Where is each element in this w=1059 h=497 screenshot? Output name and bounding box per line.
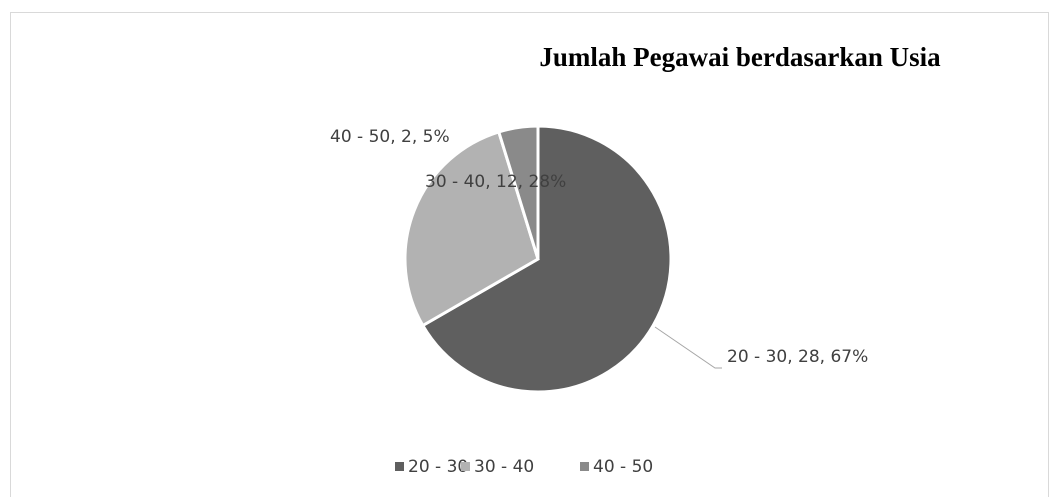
data-label: 40 - 50, 2, 5%: [330, 127, 450, 147]
leader-line: [654, 326, 722, 369]
legend-swatch: [461, 462, 470, 471]
data-label: 30 - 40, 12, 28%: [425, 172, 566, 192]
legend-label: 40 - 50: [593, 457, 653, 477]
legend-label: 20 - 30: [408, 457, 468, 477]
data-label: 20 - 30, 28, 67%: [727, 347, 868, 367]
legend-label: 30 - 40: [474, 457, 534, 477]
legend-swatch: [580, 462, 589, 471]
legend-swatch: [395, 462, 404, 471]
chart-title: Jumlah Pegawai berdasarkan Usia: [539, 42, 941, 72]
pie-slice: [496, 124, 540, 260]
pie-slice: [403, 130, 540, 328]
pie-slice: [420, 124, 673, 394]
